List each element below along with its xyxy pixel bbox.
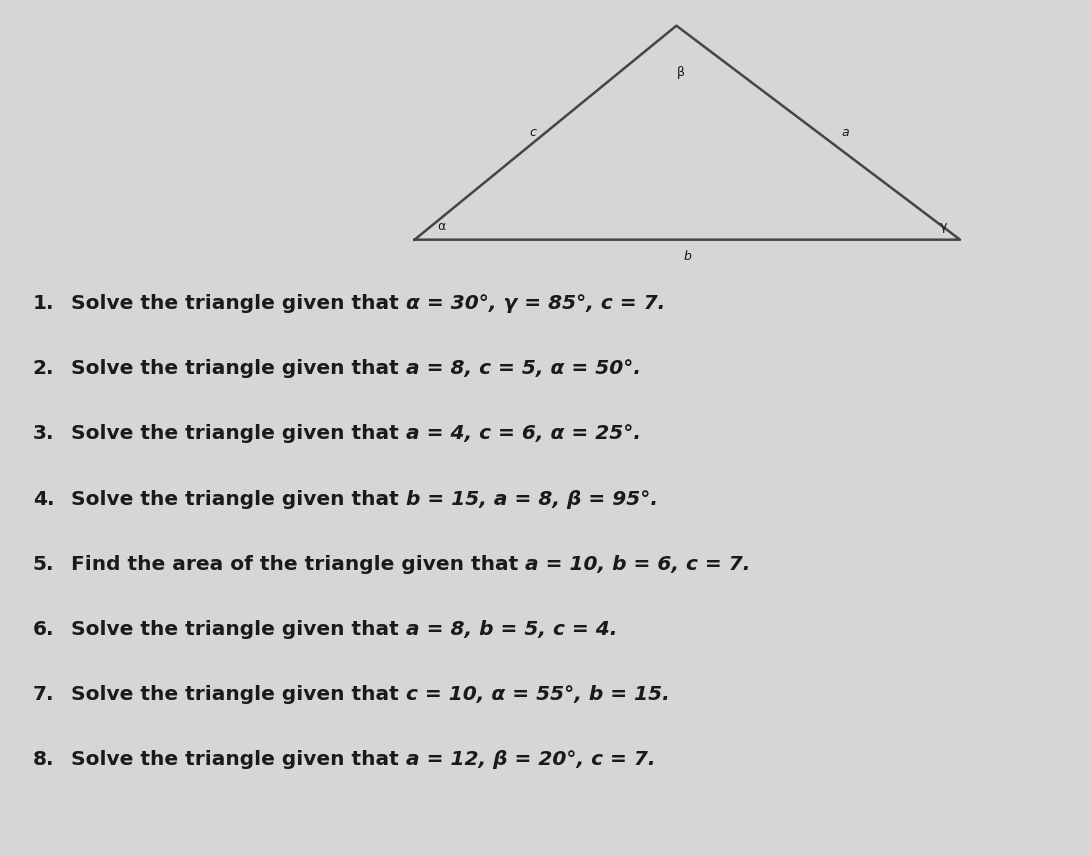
Text: 3.: 3. — [33, 425, 55, 443]
Text: b: b — [683, 250, 692, 264]
Text: b = 15, a = 8, β = 95°.: b = 15, a = 8, β = 95°. — [406, 490, 658, 508]
Text: 1.: 1. — [33, 294, 55, 313]
Text: a = 4, c = 6, α = 25°.: a = 4, c = 6, α = 25°. — [406, 425, 640, 443]
Text: 8.: 8. — [33, 750, 55, 769]
Text: α = 30°, γ = 85°, c = 7.: α = 30°, γ = 85°, c = 7. — [406, 294, 664, 313]
Text: c: c — [529, 126, 536, 140]
Text: c = 10, α = 55°, b = 15.: c = 10, α = 55°, b = 15. — [406, 685, 670, 704]
Text: 5.: 5. — [33, 555, 55, 574]
Text: Solve the triangle given that: Solve the triangle given that — [71, 685, 406, 704]
Text: 7.: 7. — [33, 685, 55, 704]
Text: a: a — [842, 126, 849, 140]
Text: a = 8, c = 5, α = 50°.: a = 8, c = 5, α = 50°. — [406, 360, 640, 378]
Text: a = 8, b = 5, c = 4.: a = 8, b = 5, c = 4. — [406, 620, 618, 639]
Text: Find the area of the triangle given that: Find the area of the triangle given that — [71, 555, 525, 574]
Text: a = 10, b = 6, c = 7.: a = 10, b = 6, c = 7. — [525, 555, 751, 574]
Text: Solve the triangle given that: Solve the triangle given that — [71, 490, 406, 508]
Text: 2.: 2. — [33, 360, 55, 378]
Text: Solve the triangle given that: Solve the triangle given that — [71, 750, 406, 769]
Text: Solve the triangle given that: Solve the triangle given that — [71, 620, 406, 639]
Text: γ: γ — [940, 220, 947, 234]
Text: α: α — [437, 220, 446, 234]
Text: Solve the triangle given that: Solve the triangle given that — [71, 425, 406, 443]
Text: a = 12, β = 20°, c = 7.: a = 12, β = 20°, c = 7. — [406, 750, 656, 769]
Text: Solve the triangle given that: Solve the triangle given that — [71, 360, 406, 378]
Text: Solve the triangle given that: Solve the triangle given that — [71, 294, 406, 313]
Text: 4.: 4. — [33, 490, 55, 508]
Text: β: β — [676, 66, 685, 80]
Text: 6.: 6. — [33, 620, 55, 639]
